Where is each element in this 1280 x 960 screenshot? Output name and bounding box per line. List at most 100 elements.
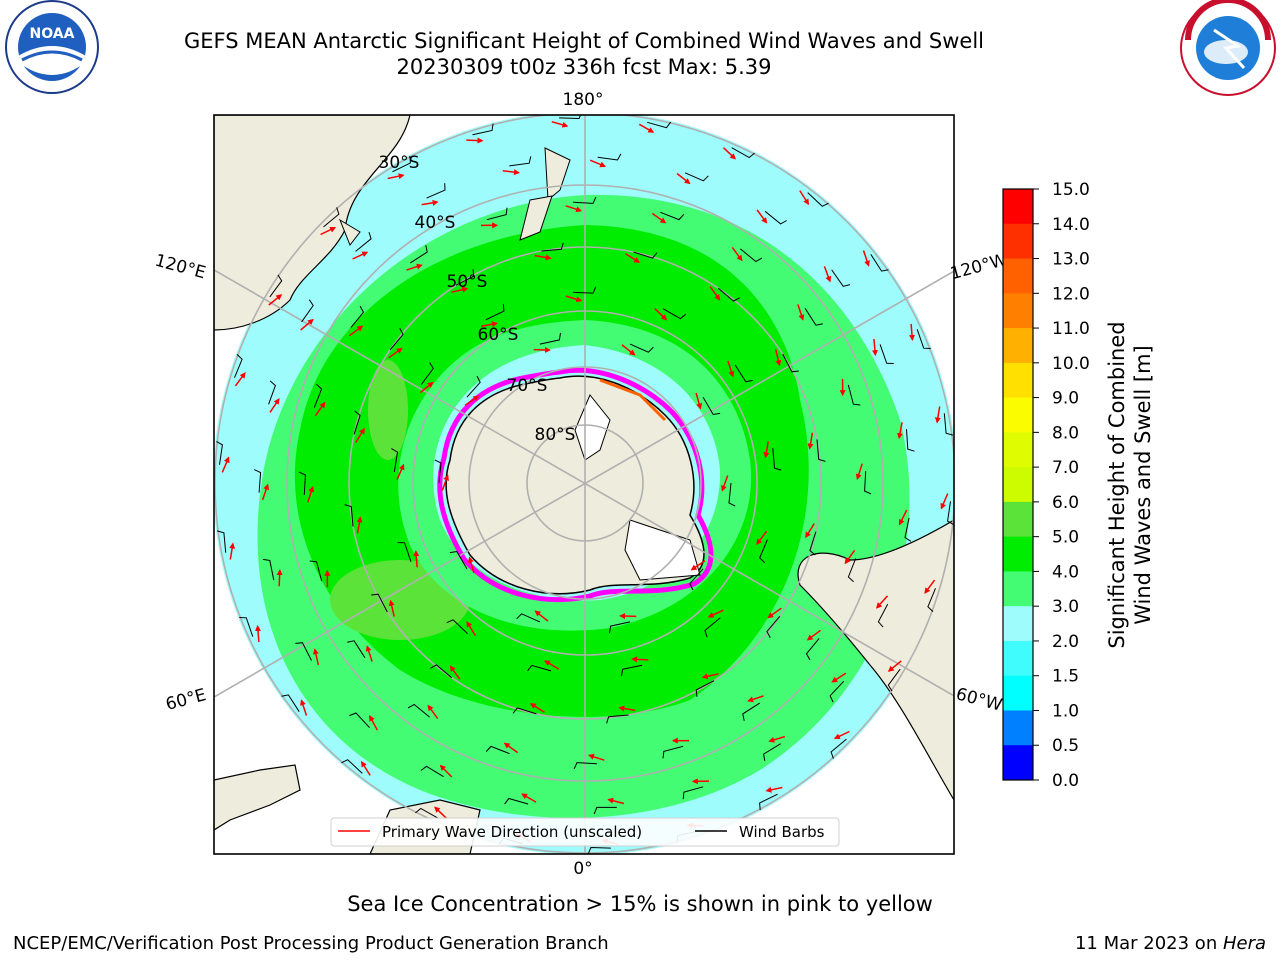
wave-arrow bbox=[534, 254, 552, 261]
wind-barb bbox=[355, 231, 372, 252]
wave-arrow bbox=[587, 753, 605, 761]
wind-barb bbox=[606, 714, 629, 724]
colorbar-tick-label: 7.0 bbox=[1052, 458, 1079, 478]
colorbar-segment bbox=[1003, 258, 1033, 294]
wind-barb bbox=[446, 619, 468, 634]
wind-barb bbox=[662, 745, 684, 759]
wave-arrow bbox=[844, 549, 856, 565]
wave-arrow bbox=[565, 205, 583, 213]
colorbar-tick-label: 2.0 bbox=[1052, 632, 1079, 652]
wave-arrow bbox=[551, 120, 569, 128]
wave-arrow bbox=[731, 246, 743, 262]
chart-title: GEFS MEAN Antarctic Significant Height o… bbox=[0, 28, 1168, 80]
wave-arrow bbox=[419, 381, 434, 394]
wind-barb bbox=[472, 123, 494, 136]
wind-barb bbox=[281, 694, 300, 712]
wave-arrow bbox=[533, 346, 551, 353]
wind-barb bbox=[927, 588, 936, 612]
wave-arrow bbox=[607, 797, 625, 805]
wind-barb bbox=[341, 759, 363, 774]
footer-branch: NCEP/EMC/Verification Post Processing Pr… bbox=[13, 933, 609, 954]
wind-barb bbox=[434, 459, 442, 484]
wave-arrow bbox=[480, 321, 498, 328]
wind-barb bbox=[807, 192, 829, 207]
wind-barb bbox=[527, 664, 552, 672]
wave-arrow bbox=[229, 542, 236, 560]
wind-barb bbox=[887, 668, 901, 692]
colorbar-segment bbox=[1003, 293, 1033, 329]
wave-arrow bbox=[466, 621, 477, 637]
wave-arrow bbox=[360, 760, 371, 776]
wave-arrow bbox=[439, 764, 453, 778]
madagascar-land bbox=[214, 764, 301, 831]
wave-arrow bbox=[924, 579, 936, 594]
wind-barb bbox=[573, 196, 597, 204]
wave-arrow bbox=[449, 665, 461, 680]
colorbar-tick-label: 10.0 bbox=[1052, 354, 1090, 374]
wind-barb bbox=[389, 328, 404, 351]
wind-barb bbox=[392, 155, 411, 173]
wind-barb bbox=[323, 207, 340, 228]
wave-arrow bbox=[464, 395, 480, 406]
sea-ice-caption: Sea Ice Concentration > 15% is shown in … bbox=[347, 892, 933, 916]
wave-arrow bbox=[355, 427, 365, 443]
wave-arrow bbox=[221, 456, 230, 473]
noaa-logo-text: NOAA bbox=[30, 26, 75, 42]
wave-arrow bbox=[534, 610, 549, 622]
wind-barb bbox=[847, 558, 857, 583]
wave-arrow bbox=[320, 226, 337, 236]
wave-arrow bbox=[348, 325, 364, 337]
wind-barb bbox=[466, 375, 481, 398]
wave-arrow bbox=[451, 286, 469, 293]
wave-arrow bbox=[356, 516, 363, 534]
wave-arrow bbox=[268, 294, 283, 306]
wind-barb bbox=[830, 738, 847, 759]
noaa-logo: NOAA bbox=[5, 0, 99, 94]
wind-barb bbox=[740, 248, 763, 263]
lat-label-60s: 60°S bbox=[478, 325, 519, 345]
wave-arrow bbox=[940, 493, 949, 510]
title-line-2: 20230309 t00z 336h fcst Max: 5.39 bbox=[396, 55, 772, 79]
wave-arrow bbox=[805, 523, 815, 539]
wind-barb bbox=[717, 287, 740, 302]
colorbar-label-line1: Significant Height of Combined bbox=[1105, 321, 1129, 648]
colorbar-segment bbox=[1003, 432, 1033, 468]
wave-arrow bbox=[862, 250, 870, 267]
colorbar-segment bbox=[1003, 675, 1033, 711]
lat-label-70s: 70°S bbox=[507, 376, 548, 396]
wind-barb bbox=[269, 274, 283, 298]
wind-barb bbox=[455, 269, 475, 286]
colorbar-tick-label: 3.0 bbox=[1052, 597, 1079, 617]
wind-barb bbox=[597, 153, 622, 161]
lat-label-40s: 40°S bbox=[415, 213, 456, 233]
wind-barb bbox=[298, 471, 306, 495]
wind-barb bbox=[695, 680, 715, 697]
wind-barb bbox=[621, 664, 643, 677]
wind-barb bbox=[415, 807, 439, 819]
wind-barb bbox=[420, 765, 444, 778]
wind-barb bbox=[702, 396, 721, 416]
wave-arrow bbox=[799, 190, 810, 206]
wave-arrow bbox=[833, 730, 850, 740]
wave-arrow bbox=[276, 569, 283, 587]
wind-barb bbox=[660, 211, 685, 221]
wind-barb bbox=[877, 603, 889, 628]
colorbar-segment bbox=[1003, 328, 1033, 364]
wave-arrow bbox=[831, 672, 847, 683]
wave-arrow bbox=[621, 344, 636, 356]
wind-barb bbox=[485, 304, 505, 321]
wave-arrow bbox=[695, 392, 703, 410]
wave-arrow bbox=[529, 703, 545, 713]
wind-barb bbox=[410, 245, 428, 264]
wave-arrow bbox=[427, 704, 439, 720]
wind-barb bbox=[689, 568, 704, 591]
wave-arrow bbox=[756, 209, 768, 224]
colorbar-segment bbox=[1003, 467, 1033, 503]
wind-barb bbox=[426, 183, 446, 199]
wave-arrow bbox=[387, 173, 405, 180]
wave-arrow bbox=[709, 286, 721, 301]
colorbar-segment bbox=[1003, 223, 1033, 260]
wind-barb bbox=[430, 664, 453, 679]
wind-barb bbox=[353, 410, 361, 435]
wind-barb bbox=[629, 343, 654, 353]
